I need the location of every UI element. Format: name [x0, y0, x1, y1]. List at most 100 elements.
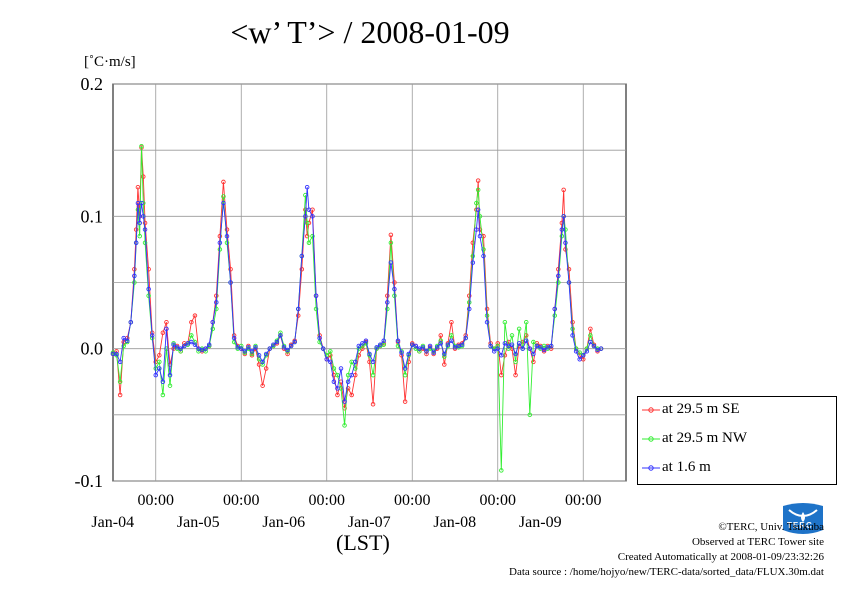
- data-point-2: [328, 359, 333, 365]
- data-point-2: [142, 227, 148, 232]
- data-point-1: [477, 214, 483, 219]
- data-point-2: [385, 300, 390, 305]
- data-point-0: [402, 399, 408, 404]
- data-point-1: [588, 333, 593, 338]
- data-point-1: [160, 392, 166, 398]
- credits: ©TERC, Univ. Tsukuba Observed at TERC To…: [509, 520, 824, 580]
- data-point-0: [296, 313, 301, 318]
- data-point-2: [228, 280, 233, 285]
- data-point-2: [206, 342, 212, 347]
- data-point-0: [499, 372, 504, 378]
- data-point-2: [246, 345, 251, 350]
- data-point-1: [157, 359, 162, 365]
- data-point-1: [470, 253, 476, 259]
- data-point-2: [313, 293, 319, 298]
- data-point-2: [171, 342, 176, 347]
- data-point-2: [370, 359, 376, 365]
- data-point-1: [531, 339, 536, 345]
- legend-marker-se: [642, 407, 660, 413]
- terc-logo-text: TERC: [787, 521, 813, 530]
- data-point-1: [121, 343, 126, 349]
- data-point-2: [566, 280, 572, 285]
- data-point-2: [167, 372, 173, 378]
- data-point-2: [470, 260, 476, 265]
- x-tick-date-label: Jan-04: [91, 514, 134, 531]
- legend-label-se: at 29.5 m SE: [662, 401, 740, 417]
- data-source-text: Data source : /home/hojyo/new/TERC-data/…: [509, 566, 824, 578]
- data-point-2: [524, 338, 529, 343]
- legend-label-nw: at 29.5 m NW: [662, 430, 747, 446]
- data-point-2: [481, 253, 486, 259]
- data-point-2: [484, 319, 490, 325]
- data-point-1: [370, 372, 376, 378]
- data-point-0: [304, 233, 310, 239]
- data-point-2: [434, 345, 440, 350]
- data-point-2: [561, 214, 566, 219]
- data-point-0: [335, 392, 340, 398]
- data-point-2: [260, 359, 265, 365]
- data-point-2: [377, 342, 383, 347]
- data-point-0: [588, 326, 593, 332]
- data-point-1: [342, 423, 347, 428]
- data-point-2: [203, 346, 208, 351]
- data-point-2: [324, 357, 330, 362]
- data-point-2: [445, 342, 451, 347]
- data-point-2: [513, 351, 518, 357]
- data-point-2: [303, 214, 308, 219]
- data-point-0: [135, 184, 141, 190]
- data-point-2: [353, 359, 358, 365]
- data-point-2: [296, 306, 301, 312]
- data-point-1: [304, 220, 310, 226]
- series-line-2: [113, 187, 602, 402]
- data-point-0: [559, 220, 565, 226]
- x-tick-hour-label: 00:00: [138, 492, 174, 509]
- data-point-2: [516, 341, 522, 346]
- data-point-0: [475, 178, 481, 183]
- data-point-2: [413, 343, 419, 349]
- data-point-0: [160, 330, 166, 336]
- data-point-2: [499, 353, 504, 358]
- data-point-1: [449, 333, 454, 338]
- data-point-1: [313, 306, 319, 312]
- legend-label-1-6m: at 1.6 m: [662, 459, 711, 475]
- data-point-2: [320, 346, 326, 351]
- data-point-2: [256, 353, 262, 358]
- data-point-2: [210, 319, 215, 325]
- data-point-2: [331, 379, 337, 385]
- data-point-1: [310, 233, 315, 239]
- data-point-1: [189, 333, 194, 338]
- data-point-2: [238, 346, 244, 351]
- data-point-2: [431, 350, 436, 355]
- data-point-0: [157, 353, 162, 358]
- legend: at 29.5 m SE at 29.5 m NW at 1.6 m: [637, 396, 837, 485]
- data-point-2: [242, 349, 248, 354]
- data-point-2: [541, 347, 547, 353]
- data-point-0: [189, 319, 194, 325]
- data-point-2: [310, 214, 315, 219]
- data-point-0: [224, 227, 230, 232]
- data-point-1: [527, 412, 533, 418]
- data-point-2: [467, 306, 472, 312]
- data-point-2: [527, 346, 533, 351]
- data-point-2: [263, 351, 269, 357]
- data-point-0: [299, 267, 305, 272]
- data-point-1: [495, 343, 501, 349]
- data-point-2: [231, 335, 237, 341]
- data-point-1: [142, 240, 148, 246]
- data-point-1: [475, 187, 481, 193]
- legend-item-se: at 29.5 m SE: [638, 399, 836, 421]
- data-point-2: [181, 343, 187, 349]
- legend-marker-nw: [642, 436, 660, 442]
- series-line-1: [112, 146, 602, 471]
- y-tick-label: -0.1: [75, 471, 104, 491]
- data-point-2: [285, 347, 290, 353]
- data-point-0: [438, 333, 444, 338]
- x-tick-date-label: Jan-06: [262, 514, 305, 531]
- data-point-2: [224, 233, 230, 239]
- data-point-2: [128, 319, 134, 325]
- data-point-2: [399, 350, 404, 355]
- data-point-2: [559, 227, 565, 232]
- data-point-0: [566, 267, 572, 272]
- x-axis-label: (LST): [336, 530, 390, 555]
- data-point-2: [349, 372, 354, 378]
